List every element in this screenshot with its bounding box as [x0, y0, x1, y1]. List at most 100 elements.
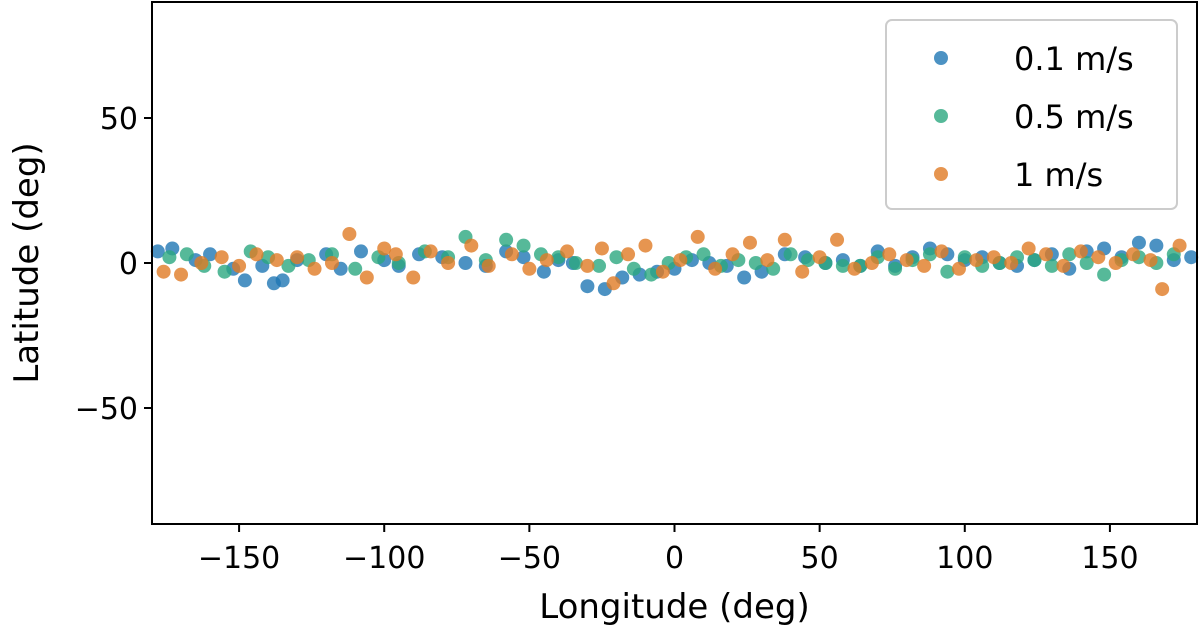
data-point-series-0	[1131, 235, 1146, 250]
legend-label: 0.1 m/s	[1014, 40, 1134, 78]
data-point-series-2	[795, 264, 810, 279]
data-point-series-1	[179, 247, 194, 262]
data-point-series-1	[568, 256, 583, 270]
data-point-series-1	[957, 250, 972, 265]
data-point-series-2	[882, 247, 897, 262]
data-point-series-1	[348, 261, 363, 276]
data-point-series-0	[580, 279, 595, 294]
data-point-series-0	[536, 264, 551, 279]
data-point-series-1	[922, 247, 937, 262]
x-tick-label: −50	[498, 541, 561, 576]
data-point-series-2	[560, 244, 575, 259]
data-point-series-0	[1149, 238, 1164, 253]
data-point-series-2	[423, 244, 438, 259]
data-point-series-1	[592, 258, 607, 273]
data-point-series-2	[249, 247, 264, 262]
data-point-series-1	[1027, 253, 1042, 268]
x-tick-label: −150	[198, 541, 280, 576]
data-point-series-2	[232, 258, 247, 273]
data-point-series-1	[835, 258, 850, 273]
data-point-series-2	[522, 261, 537, 276]
data-point-series-2	[606, 276, 621, 291]
data-point-series-2	[156, 264, 171, 279]
data-point-series-0	[150, 244, 165, 259]
legend-label: 0.5 m/s	[1014, 98, 1134, 136]
data-point-series-0	[516, 250, 531, 265]
data-point-series-2	[1073, 244, 1088, 259]
data-point-series-1	[940, 264, 955, 279]
data-point-series-2	[1056, 258, 1071, 273]
data-point-series-2	[1091, 250, 1106, 265]
data-points	[150, 227, 1199, 297]
data-point-series-2	[464, 238, 479, 253]
data-point-series-0	[237, 273, 252, 288]
data-point-series-1	[281, 258, 296, 273]
data-point-series-2	[690, 229, 705, 244]
data-point-series-2	[1155, 282, 1170, 297]
data-point-series-2	[812, 250, 827, 265]
data-point-series-2	[214, 250, 229, 265]
data-point-series-1	[1097, 267, 1112, 282]
data-point-series-2	[864, 256, 879, 270]
data-point-series-2	[934, 244, 949, 259]
data-point-series-2	[174, 267, 189, 282]
data-point-series-1	[644, 267, 659, 282]
data-point-series-1	[1062, 247, 1077, 262]
data-point-series-2	[342, 227, 357, 241]
x-axis-label: Longitude (deg)	[539, 587, 810, 627]
y-tick-label: 50	[100, 102, 138, 137]
x-tick-label: 50	[801, 541, 839, 576]
data-point-series-1	[1079, 256, 1094, 270]
data-point-series-1	[626, 261, 641, 276]
y-axis-label: Latitude (deg)	[7, 142, 47, 383]
legend-box	[885, 19, 1178, 210]
data-point-series-2	[708, 261, 723, 276]
data-point-series-2	[290, 250, 305, 265]
data-point-series-2	[481, 258, 496, 273]
data-point-series-2	[830, 232, 845, 247]
data-point-series-2	[194, 256, 209, 270]
x-tick-label: 0	[665, 541, 684, 576]
y-tick-label: −50	[75, 392, 138, 427]
data-point-series-2	[377, 241, 392, 256]
data-point-series-0	[1184, 250, 1199, 265]
data-point-series-0	[737, 270, 752, 285]
data-point-series-1	[1044, 258, 1059, 273]
data-point-series-2	[539, 253, 554, 268]
data-point-series-2	[951, 261, 966, 276]
data-point-series-2	[917, 258, 932, 273]
x-tick-label: 100	[936, 541, 993, 576]
data-point-series-2	[406, 270, 421, 285]
data-point-series-2	[441, 256, 456, 270]
data-point-series-1	[696, 247, 711, 262]
data-point-series-1	[516, 238, 531, 253]
x-tick-label: 150	[1081, 541, 1138, 576]
legend-marker	[934, 51, 948, 65]
data-point-series-2	[1108, 256, 1123, 270]
data-point-series-2	[673, 253, 688, 268]
data-point-series-2	[847, 261, 862, 276]
data-point-series-2	[594, 241, 609, 256]
data-point-series-2	[899, 253, 914, 268]
data-point-series-2	[269, 253, 284, 268]
data-point-series-2	[1021, 241, 1036, 256]
data-point-series-1	[801, 253, 816, 268]
legend: 0.1 m/s 0.5 m/s 1 m/s	[885, 19, 1178, 210]
data-point-series-1	[609, 250, 624, 265]
data-point-series-2	[969, 253, 984, 268]
data-point-series-2	[580, 258, 595, 273]
data-point-series-1	[217, 264, 232, 279]
data-point-series-2	[1172, 238, 1187, 253]
legend-label: 1 m/s	[1014, 156, 1103, 194]
y-tick-label: 0	[119, 247, 138, 282]
data-point-series-0	[275, 273, 290, 288]
data-point-series-2	[1039, 247, 1054, 262]
data-point-series-2	[777, 232, 792, 247]
data-point-series-2	[986, 250, 1001, 265]
data-point-series-2	[324, 256, 339, 270]
data-point-series-2	[1143, 253, 1158, 268]
data-point-series-2	[638, 238, 653, 253]
data-point-series-2	[760, 253, 775, 268]
data-point-series-0	[458, 256, 473, 270]
